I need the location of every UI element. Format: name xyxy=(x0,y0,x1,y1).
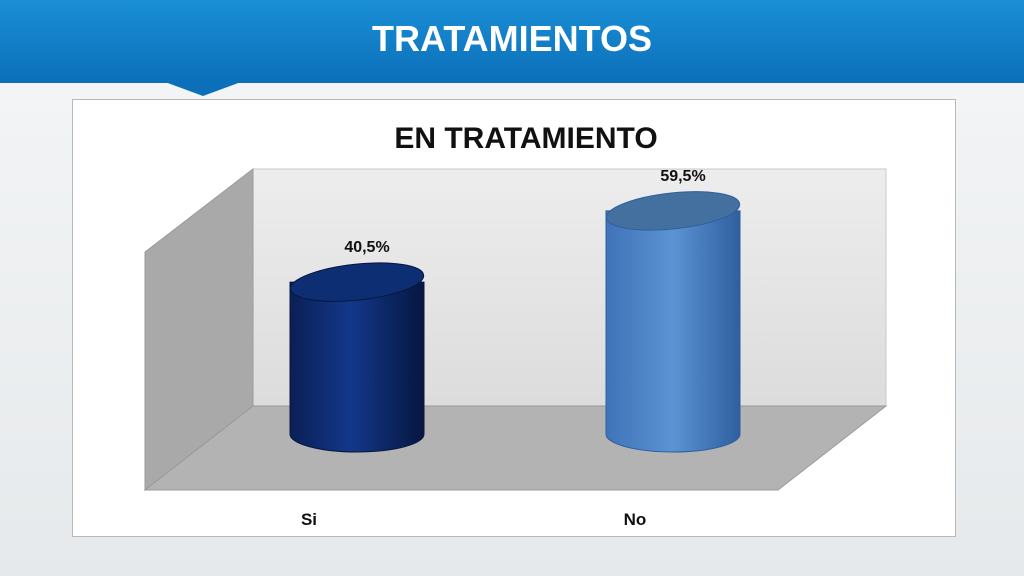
chart-frame: EN TRATAMIENTO 40,5% Si 59,5% No xyxy=(72,99,956,537)
chart-floor xyxy=(143,405,888,491)
bar-no-body xyxy=(605,210,741,453)
bar-no xyxy=(605,191,741,453)
data-label-no: 59,5% xyxy=(660,168,705,185)
chart-svg: EN TRATAMIENTO 40,5% Si 59,5% No xyxy=(143,122,888,529)
chart-title: EN TRATAMIENTO xyxy=(394,122,657,155)
bar-no-top xyxy=(605,191,741,231)
page-title: TRATAMIENTOS xyxy=(372,18,652,59)
bar-si-top xyxy=(289,262,425,302)
bar-si xyxy=(289,262,425,453)
data-label-si: 40,5% xyxy=(344,239,389,256)
bar-si-body xyxy=(289,281,425,453)
header-banner: TRATAMIENTOS xyxy=(0,0,1024,83)
category-label-no: No xyxy=(624,510,647,529)
banner-notch xyxy=(165,82,241,96)
category-label-si: Si xyxy=(301,510,317,529)
